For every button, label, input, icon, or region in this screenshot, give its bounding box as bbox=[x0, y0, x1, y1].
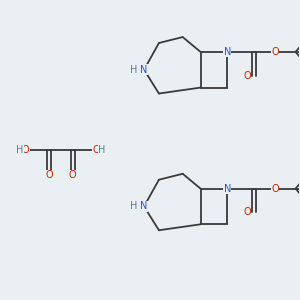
Text: H: H bbox=[98, 145, 105, 155]
Text: O: O bbox=[271, 47, 279, 57]
Text: O: O bbox=[92, 145, 100, 155]
Text: O: O bbox=[243, 207, 251, 218]
Text: N: N bbox=[140, 202, 148, 212]
Text: O: O bbox=[22, 145, 30, 155]
Text: O: O bbox=[45, 170, 53, 180]
Text: H: H bbox=[16, 145, 24, 155]
Text: N: N bbox=[140, 65, 148, 75]
Text: O: O bbox=[243, 71, 251, 81]
Text: O: O bbox=[69, 170, 76, 180]
Text: N: N bbox=[224, 47, 231, 57]
Text: H: H bbox=[130, 65, 137, 75]
Text: H: H bbox=[130, 202, 137, 212]
Text: N: N bbox=[224, 184, 231, 194]
Text: O: O bbox=[271, 184, 279, 194]
